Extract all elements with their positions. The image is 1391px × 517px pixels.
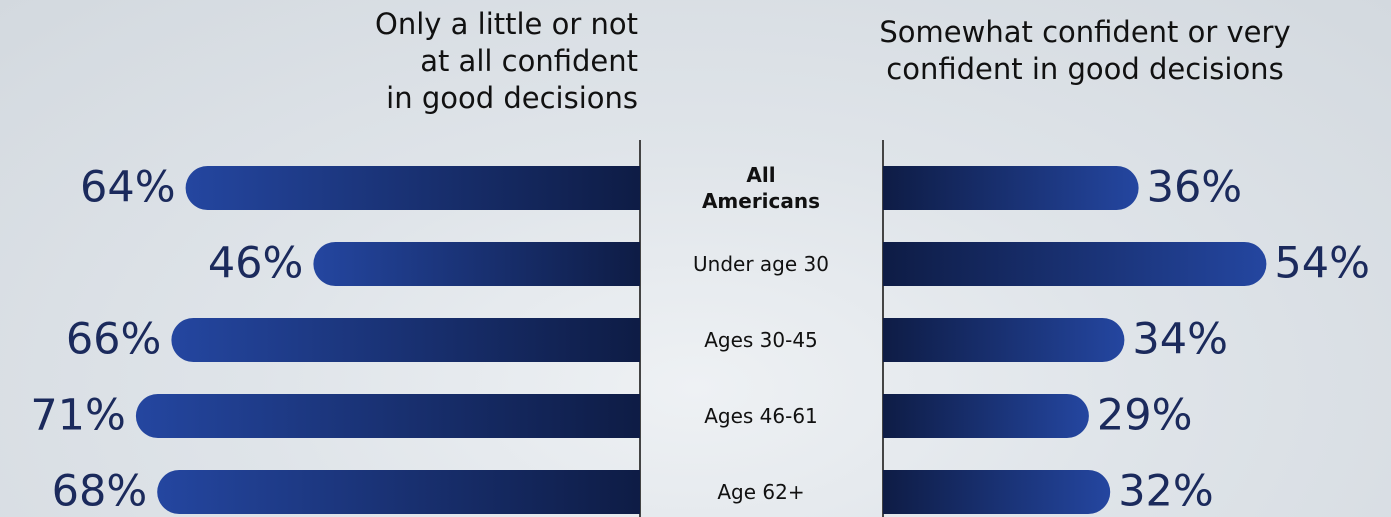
series-header: Only a little or not at all confident in… [375,7,638,115]
bar [883,242,1267,286]
bar [157,470,640,514]
value-label: 32% [1118,467,1214,517]
value-label: 29% [1097,391,1193,441]
category-label: Ages 30-45 [704,328,818,352]
category-label: Under age 30 [693,252,829,276]
category-label: Age 62+ [717,480,805,504]
value-label: 34% [1132,315,1228,365]
value-label: 36% [1147,163,1243,213]
bar [883,318,1125,362]
category-label: Ages 46-61 [704,404,818,428]
bar [135,394,640,438]
value-label: 66% [66,315,162,365]
category-label: All Americans [701,163,821,213]
value-label: 46% [208,239,304,289]
value-label: 54% [1274,239,1370,289]
bar [185,166,640,210]
bar [883,394,1089,438]
value-label: 68% [52,467,148,517]
bar [883,166,1139,210]
bar [313,242,640,286]
value-label: 71% [30,391,126,441]
value-label: 64% [80,163,176,213]
bar [883,470,1111,514]
series-header: Somewhat confident or very confident in … [879,15,1291,86]
bar [171,318,640,362]
